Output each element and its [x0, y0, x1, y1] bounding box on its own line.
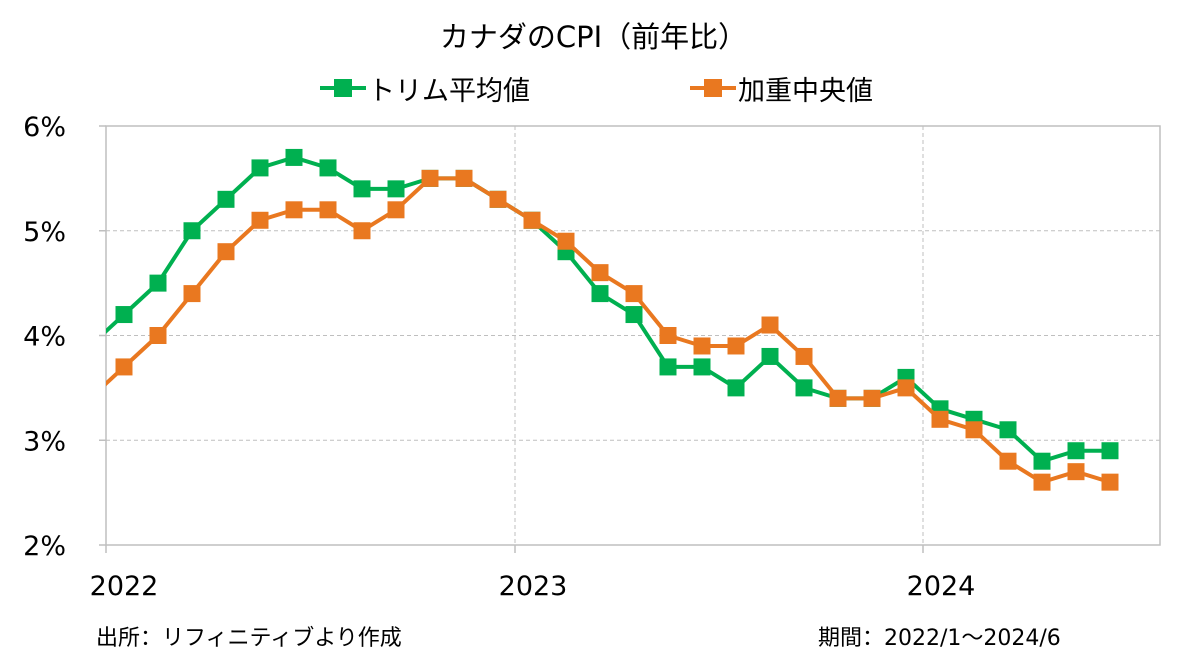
y-tick-label: 5% [23, 217, 66, 248]
data-point-weighted-median [217, 243, 235, 261]
legend-item-trimmed-mean: トリム平均値 [320, 70, 530, 107]
data-point-trimmed-mean [319, 159, 337, 177]
data-point-weighted-median [149, 327, 167, 344]
legend-marker-weighted-median [704, 79, 722, 97]
data-point-weighted-median [319, 201, 337, 219]
source-note: 出所：リフィニティブより作成 [96, 626, 402, 651]
data-point-trimmed-mean [251, 159, 269, 177]
data-point-weighted-median [1101, 473, 1119, 491]
series-trimmed-mean [106, 148, 1119, 470]
data-point-weighted-median [999, 452, 1017, 470]
data-point-weighted-median [897, 379, 915, 397]
data-point-weighted-median [965, 421, 983, 439]
data-point-trimmed-mean [761, 347, 779, 365]
data-point-trimmed-mean [795, 379, 813, 397]
data-point-weighted-median [829, 389, 847, 407]
data-point-trimmed-mean [659, 358, 677, 376]
data-point-trimmed-mean [183, 222, 201, 240]
data-point-weighted-median [353, 222, 371, 240]
data-point-weighted-median [1067, 463, 1085, 481]
y-tick-label: 2% [23, 531, 66, 562]
legend-swatch-trimmed-mean [320, 76, 366, 100]
data-point-weighted-median [761, 316, 779, 334]
legend-label-weighted-median: 加重中央値 [738, 75, 873, 107]
data-point-trimmed-mean [285, 148, 303, 166]
period-note: 期間：2022/1～2024/6 [818, 626, 1061, 651]
data-point-weighted-median [1033, 473, 1051, 491]
data-point-weighted-median [421, 169, 439, 187]
legend-item-weighted-median: 加重中央値 [690, 70, 873, 107]
data-point-weighted-median [795, 347, 813, 365]
data-point-weighted-median [489, 190, 507, 208]
data-point-trimmed-mean [1101, 442, 1119, 460]
data-point-trimmed-mean [149, 274, 167, 292]
data-point-weighted-median [557, 232, 575, 250]
data-point-weighted-median [251, 211, 269, 229]
y-tick-label: 6% [23, 112, 66, 143]
legend-swatch-weighted-median [690, 76, 736, 100]
data-point-weighted-median [863, 389, 881, 407]
data-point-trimmed-mean [591, 285, 609, 303]
x-tick-label: 2023 [499, 571, 568, 602]
series-line-weighted-median [106, 176, 1111, 485]
data-point-trimmed-mean [1067, 442, 1085, 460]
data-point-trimmed-mean [693, 358, 711, 376]
x-tick-label: 2024 [907, 571, 976, 602]
data-point-weighted-median [625, 285, 643, 303]
chart-title: カナダのCPI（前年比） [439, 20, 748, 54]
legend: トリム平均値 加重中央値 [0, 70, 1187, 107]
data-point-weighted-median [931, 410, 949, 428]
data-point-trimmed-mean [115, 306, 133, 324]
data-point-trimmed-mean [353, 180, 371, 198]
data-point-trimmed-mean [625, 306, 643, 324]
data-point-weighted-median [387, 201, 405, 219]
series-line-trimmed-mean [106, 155, 1110, 464]
series-weighted-median [106, 169, 1119, 491]
data-point-weighted-median [693, 337, 711, 355]
data-point-weighted-median [523, 211, 541, 229]
data-point-trimmed-mean [217, 190, 235, 208]
legend-label-trimmed-mean: トリム平均値 [368, 75, 530, 107]
data-point-weighted-median [591, 264, 609, 282]
x-tick-label: 2022 [90, 571, 159, 602]
data-point-weighted-median [455, 169, 473, 187]
data-point-trimmed-mean [999, 421, 1017, 439]
y-tick-label: 4% [23, 322, 66, 353]
data-point-weighted-median [183, 285, 201, 303]
y-tick-label: 3% [23, 426, 66, 457]
data-point-weighted-median [727, 337, 745, 355]
data-point-weighted-median [115, 358, 133, 376]
legend-marker-trimmed-mean [334, 79, 352, 97]
data-point-weighted-median [285, 201, 303, 219]
data-point-trimmed-mean [387, 180, 405, 198]
data-point-trimmed-mean [727, 379, 745, 397]
data-point-trimmed-mean [1033, 452, 1051, 470]
data-point-weighted-median [659, 327, 677, 344]
